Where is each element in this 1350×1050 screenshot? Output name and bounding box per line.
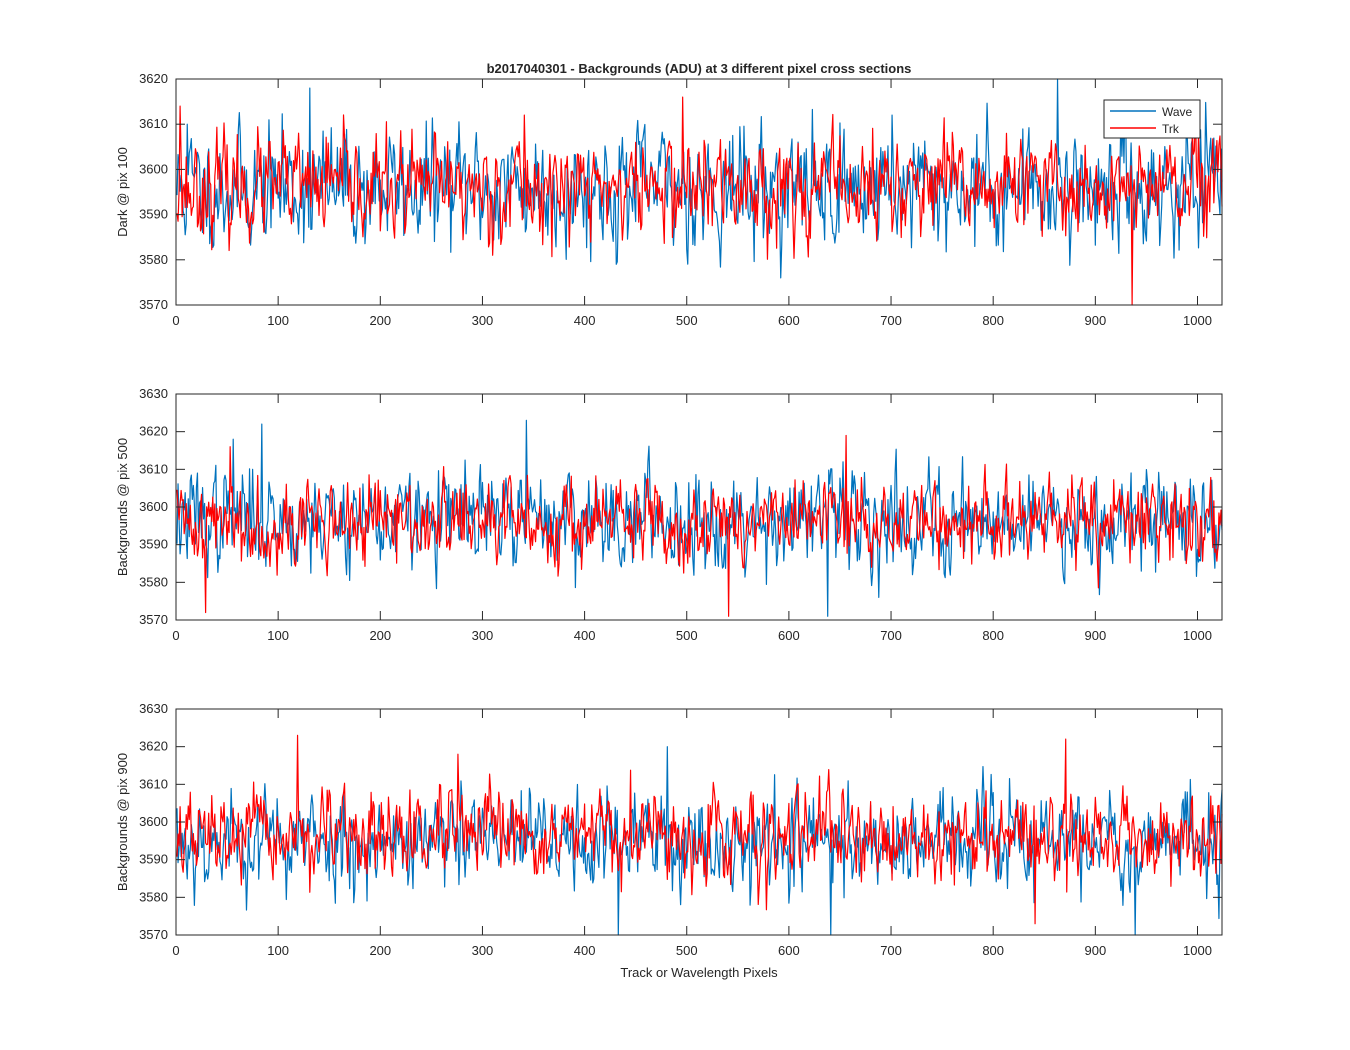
series-line-trk: [176, 96, 1223, 306]
x-tick-label: 700: [880, 943, 902, 958]
y-tick-label: 3570: [139, 297, 168, 312]
y-tick-label: 3570: [139, 927, 168, 942]
y-tick-label: 3590: [139, 207, 168, 222]
x-tick-label: 0: [172, 943, 179, 958]
x-tick-label: 800: [982, 313, 1004, 328]
x-tick-label: 900: [1084, 943, 1106, 958]
x-tick-label: 600: [778, 943, 800, 958]
x-tick-label: 700: [880, 628, 902, 643]
y-tick-label: 3580: [139, 889, 168, 904]
x-tick-label: 100: [267, 628, 289, 643]
x-tick-label: 900: [1084, 313, 1106, 328]
x-tick-label: 300: [472, 313, 494, 328]
x-axis-label: Track or Wavelength Pixels: [620, 965, 778, 980]
y-tick-label: 3580: [139, 574, 168, 589]
legend-wave-label: Wave: [1162, 105, 1193, 119]
y-tick-label: 3620: [139, 424, 168, 439]
series-line-wave: [176, 419, 1223, 617]
y-tick-label: 3610: [139, 461, 168, 476]
x-tick-label: 200: [369, 628, 391, 643]
x-tick-label: 600: [778, 313, 800, 328]
x-tick-label: 400: [574, 313, 596, 328]
x-tick-label: 500: [676, 628, 698, 643]
y-tick-label: 3620: [139, 739, 168, 754]
axes-1: 0 100 200 300 400 500 600 700 800 900 1000 3570 3580…: [115, 71, 1223, 328]
y-tick-label: 3610: [139, 116, 168, 131]
y-tick-label: 3590: [139, 537, 168, 552]
x-tick-label: 0: [172, 628, 179, 643]
x-tick-label: 500: [676, 943, 698, 958]
x-tick-label: 1000: [1183, 628, 1212, 643]
x-tick-label: 300: [472, 943, 494, 958]
x-tick-label: 300: [472, 628, 494, 643]
y-tick-label: 3600: [139, 814, 168, 829]
y-tick-label: 3600: [139, 499, 168, 514]
x-tick-label: 600: [778, 628, 800, 643]
y-tick-label: 3580: [139, 252, 168, 267]
series-line-trk: [176, 734, 1223, 925]
x-tick-label: 800: [982, 943, 1004, 958]
x-tick-label: 0: [172, 313, 179, 328]
x-tick-label: 100: [267, 313, 289, 328]
x-tick-label: 400: [574, 628, 596, 643]
x-tick-label: 200: [369, 313, 391, 328]
y-tick-label: 3630: [139, 701, 168, 716]
y-tick-label: 3610: [139, 776, 168, 791]
y-axis-label: Backgrounds @ pix 900: [115, 753, 130, 891]
axes-3: 0 100 200 300 400 500 600 700 800 900 1000 3570 3580…: [115, 701, 1223, 958]
x-tick-label: 700: [880, 313, 902, 328]
axes-2: 0 100 200 300 400 500 600 700 800 900 1000 3570 3580…: [115, 386, 1223, 643]
x-tick-label: 200: [369, 943, 391, 958]
x-tick-label: 100: [267, 943, 289, 958]
y-axis-label: Dark @ pix 100: [115, 147, 130, 237]
series-line-trk: [176, 434, 1223, 617]
x-tick-label: 400: [574, 943, 596, 958]
axes-frame: [175, 78, 1223, 306]
y-tick-label: 3600: [139, 161, 168, 176]
y-tick-label: 3630: [139, 386, 168, 401]
axes-layer: 0 100 200 300 400 500 600 700 800 900 100035703580…: [115, 71, 1223, 958]
x-tick-label: 800: [982, 628, 1004, 643]
x-tick-label: 1000: [1183, 313, 1212, 328]
legend: Wave Trk: [1103, 99, 1201, 139]
y-tick-label: 3590: [139, 852, 168, 867]
y-tick-label: 3570: [139, 612, 168, 627]
legend-trk-label: Trk: [1162, 122, 1180, 136]
x-tick-label: 500: [676, 313, 698, 328]
legend-box: [1103, 99, 1201, 139]
chart-title: b2017040301 - Backgrounds (ADU) at 3 dif…: [487, 61, 912, 76]
x-tick-label: 1000: [1183, 943, 1212, 958]
x-tick-label: 900: [1084, 628, 1106, 643]
y-axis-label: Backgrounds @ pix 500: [115, 438, 130, 576]
y-tick-label: 3620: [139, 71, 168, 86]
